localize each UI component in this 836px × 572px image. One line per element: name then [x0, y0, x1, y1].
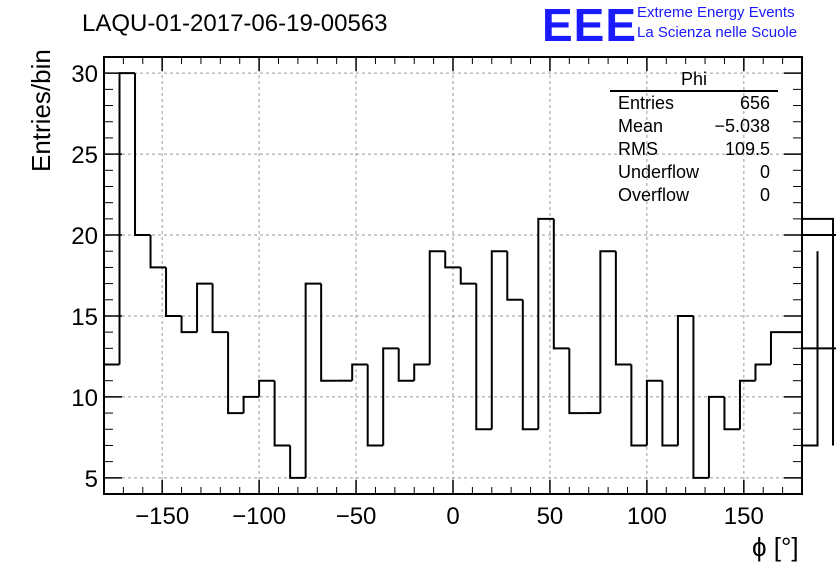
histogram-bin	[692, 315, 709, 479]
histogram-bin	[802, 347, 836, 350]
histogram-bin	[242, 395, 260, 414]
histogram-bin	[769, 331, 787, 365]
histogram-bin	[320, 283, 337, 382]
histogram-bin	[382, 347, 399, 446]
histogram-bin	[413, 363, 430, 381]
stats-label: Overflow	[618, 185, 690, 205]
x-tick-label: −50	[336, 503, 377, 530]
histogram-bin	[258, 379, 275, 397]
histogram-bin	[801, 234, 836, 239]
histogram-bin	[645, 379, 663, 446]
chart-title: LAQU-01-2017-06-19-00563	[82, 10, 388, 37]
histogram-bin	[366, 364, 384, 447]
axis-tick-labels: −150 −100 −50 0 50 100 150 5 10 15 20 25 30	[71, 61, 764, 530]
x-tick-label: −150	[135, 503, 189, 530]
stats-label: Underflow	[618, 162, 700, 182]
stats-row-underflow: Underflow 0	[610, 161, 778, 184]
histogram-bin	[599, 250, 616, 414]
histogram-bin	[149, 235, 167, 269]
y-tick-label: 30	[71, 61, 98, 88]
histogram-bin	[475, 283, 492, 431]
histogram-bin	[289, 445, 306, 479]
histogram-bin	[676, 314, 694, 446]
histogram-bin	[552, 218, 570, 350]
grid-lines	[104, 57, 802, 494]
stats-label: Entries	[618, 93, 675, 113]
stats-value: −5.038	[714, 116, 770, 136]
stats-value: 109.5	[724, 139, 770, 159]
histogram-bin	[351, 363, 368, 381]
histogram-bin	[506, 251, 523, 301]
histogram-bin	[614, 251, 632, 366]
stats-title: Phi	[610, 68, 778, 92]
stats-value: 0	[759, 162, 770, 182]
x-tick-label: 150	[724, 503, 764, 530]
stats-row-rms: RMS 109.5	[610, 138, 778, 161]
y-tick-label: 20	[71, 223, 98, 250]
histogram-bin	[723, 396, 740, 431]
x-tick-label: 50	[537, 503, 564, 530]
histogram-bin	[707, 395, 725, 478]
histogram-bin	[661, 380, 678, 447]
stats-label: RMS	[618, 139, 658, 159]
histogram-bin	[180, 315, 198, 334]
stats-row-overflow: Overflow 0	[610, 184, 778, 207]
eee-logo: EEE	[542, 0, 638, 51]
y-tick-label: 15	[71, 304, 98, 331]
histogram-bin	[568, 348, 585, 415]
histogram-bin	[444, 251, 461, 269]
logo-subtitle-1: Extreme Energy Events	[637, 4, 795, 21]
histogram-bin	[802, 217, 835, 446]
histogram-bin	[211, 283, 229, 334]
histogram-bin	[304, 282, 322, 478]
histogram-bin	[118, 72, 136, 365]
logo-subtitle-2: La Scienza nelle Scuole	[637, 24, 798, 41]
stats-box: Phi Entries 656 Mean −5.038 RMS 109.5 Un…	[610, 68, 778, 207]
histogram-bin	[490, 250, 508, 430]
histogram-bin	[802, 251, 819, 447]
histogram-bin	[428, 250, 446, 365]
x-tick-label: 100	[627, 503, 667, 530]
y-axis-label: Entries/bin	[26, 49, 56, 172]
histogram-bin	[459, 267, 477, 285]
histogram-bin	[227, 332, 244, 415]
x-tick-label: −100	[232, 503, 286, 530]
histogram-bin	[134, 73, 151, 237]
stats-value: 656	[739, 93, 770, 113]
y-tick-label: 10	[71, 385, 98, 412]
y-tick-label: 5	[85, 466, 98, 493]
stats-row-entries: Entries 656	[610, 92, 778, 115]
axis-ticks	[103, 56, 803, 494]
histogram-bin	[630, 364, 647, 447]
stats-label: Mean	[618, 116, 664, 136]
stats-value: 0	[759, 185, 770, 205]
histogram-bin	[273, 380, 291, 447]
histogram-bin	[738, 379, 756, 430]
histogram-bin	[537, 217, 554, 430]
stats-row-mean: Mean −5.038	[610, 115, 778, 138]
x-tick-label: 0	[446, 503, 459, 530]
histogram-bin	[165, 267, 182, 317]
histogram-bin	[754, 363, 771, 381]
y-tick-label: 25	[71, 142, 98, 169]
histogram-bin	[196, 282, 213, 333]
histogram-bin	[521, 299, 539, 431]
histogram-bin	[397, 348, 415, 382]
x-axis-label: ϕ [°]	[752, 532, 799, 562]
